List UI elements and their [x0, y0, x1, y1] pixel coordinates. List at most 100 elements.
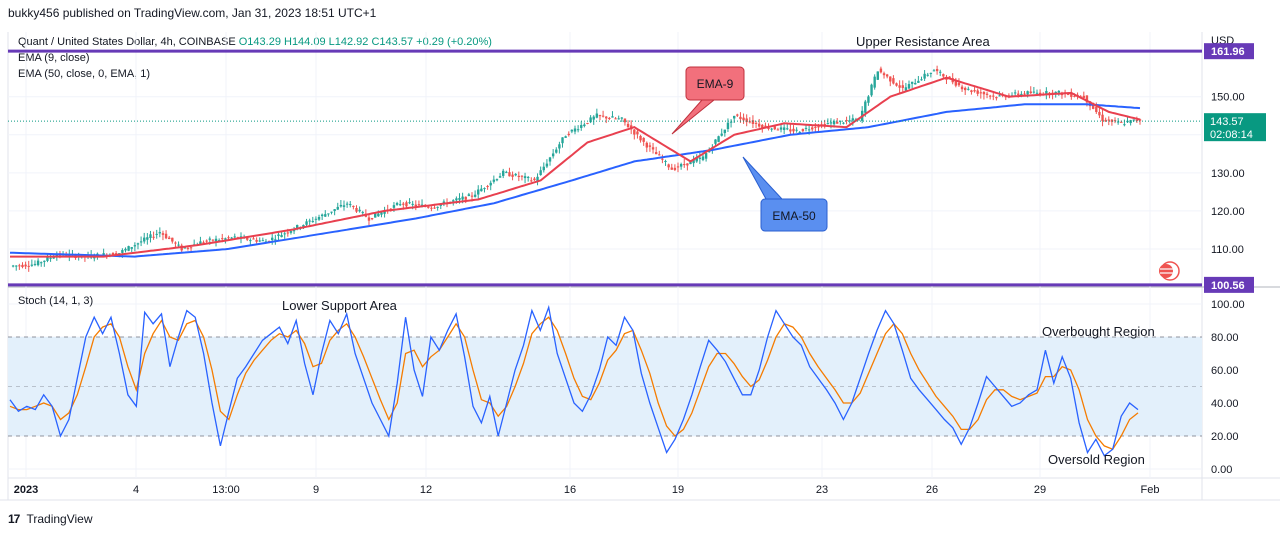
ema9-legend[interactable]: EMA (9, close): [18, 52, 90, 64]
candle-body: [754, 122, 758, 124]
candle-body: [658, 154, 661, 156]
us-flag-icon[interactable]: [1159, 261, 1180, 281]
candle-body: [555, 149, 558, 153]
candle-body: [36, 260, 40, 266]
candle-body: [127, 246, 130, 251]
ema50-label: EMA-50: [772, 209, 816, 223]
candle-body: [595, 113, 599, 118]
price-tick-130.00: 130.00: [1211, 168, 1245, 180]
time-tick-12: 12: [420, 484, 432, 496]
symbol-title[interactable]: Quant / United States Dollar, 4h, COINBA…: [18, 36, 236, 48]
candle-body: [798, 131, 801, 133]
candle-body: [767, 127, 770, 129]
candle-body: [333, 209, 336, 212]
candle-body: [779, 127, 783, 130]
candle-body: [502, 170, 505, 176]
candle-body: [414, 204, 418, 207]
candle-body: [470, 195, 474, 197]
ema9-line: [10, 76, 1141, 258]
candle-body: [520, 175, 524, 177]
candle-body: [617, 118, 620, 120]
candle-body: [885, 74, 889, 77]
open-value: O143.29: [238, 36, 281, 48]
candle-body: [324, 214, 327, 217]
candle-body: [954, 80, 958, 86]
stoch-tick-80.00: 80.00: [1211, 332, 1239, 344]
candle-body: [614, 118, 617, 120]
candle-body: [910, 81, 914, 84]
candle-body: [601, 115, 605, 117]
ema50-pointer: [742, 156, 784, 200]
candle-body: [1070, 92, 1073, 97]
candle-body: [748, 121, 752, 123]
horizontal-levels[interactable]: [8, 49, 1202, 287]
candle-body: [411, 203, 414, 205]
candle-body: [177, 244, 180, 246]
bar-countdown: 02:08:14: [1210, 129, 1253, 141]
time-axis-ticks[interactable]: 2023 4 13:00 9 12 16 19 23 26 29 Feb: [14, 484, 1160, 496]
candle-body: [892, 78, 895, 84]
candle-body: [920, 79, 923, 81]
candle-body: [720, 133, 723, 136]
candle-body: [985, 93, 989, 95]
candle-body: [511, 174, 514, 177]
candle-body: [960, 86, 964, 90]
candle-body: [489, 182, 492, 186]
candle-body: [639, 135, 642, 141]
candle-body: [605, 116, 608, 119]
last-price-box: [1204, 113, 1266, 142]
candle-body: [158, 232, 162, 234]
stoch-axis-ticks[interactable]: 0.00 20.00 40.00 60.00 80.00 100.00: [1211, 299, 1245, 476]
candle-body: [11, 265, 15, 267]
candle-body: [992, 95, 995, 97]
candle-body: [589, 117, 592, 123]
candle-body: [761, 124, 764, 129]
candle-body: [598, 115, 602, 117]
candle-body: [336, 206, 339, 210]
candle-body: [430, 207, 433, 209]
candle-body: [804, 127, 808, 129]
level-tags: 161.96 100.56: [1204, 43, 1254, 293]
time-tick-16: 16: [564, 484, 576, 496]
ema50-line: [9, 103, 1141, 258]
candle-body: [43, 260, 46, 262]
candle-body: [1104, 119, 1107, 122]
candle-body: [948, 76, 951, 79]
candle-body: [623, 118, 627, 123]
candle-body: [458, 198, 461, 200]
candle-body: [1020, 93, 1023, 96]
candle-body: [40, 262, 43, 264]
candle-body: [782, 127, 786, 130]
candle-body: [286, 232, 290, 234]
candle-body: [807, 129, 811, 131]
candle-body: [171, 237, 174, 242]
candle-body: [926, 74, 929, 76]
candle-body: [49, 257, 52, 259]
tradingview-footer[interactable]: 17 TradingView: [8, 512, 93, 526]
candle-body: [845, 119, 848, 121]
ema50-legend[interactable]: EMA (50, close, 0, EMA, 1): [18, 68, 151, 80]
candle-body: [517, 175, 521, 178]
candle-body: [826, 123, 830, 125]
candle-body: [1035, 92, 1039, 94]
stoch-tick-100.00: 100.00: [1211, 299, 1245, 311]
candle-body: [561, 137, 564, 144]
candle-body: [121, 250, 124, 253]
candle-body: [654, 152, 658, 155]
candle-body: [1067, 94, 1070, 96]
time-tick-26: 26: [926, 484, 938, 496]
candle-body: [636, 131, 639, 135]
candle-body: [186, 247, 190, 249]
candle-body: [161, 233, 165, 235]
low-value: L142.92: [328, 36, 369, 48]
candle-body: [573, 128, 577, 132]
candle-body: [202, 242, 205, 244]
candle-body: [93, 257, 96, 259]
candle-body: [811, 127, 814, 130]
candle-body: [283, 233, 286, 235]
candle-body: [586, 122, 589, 124]
stoch-legend[interactable]: Stoch (14, 1, 3): [18, 295, 93, 307]
candle-body: [280, 235, 283, 238]
candle-body: [164, 233, 168, 239]
